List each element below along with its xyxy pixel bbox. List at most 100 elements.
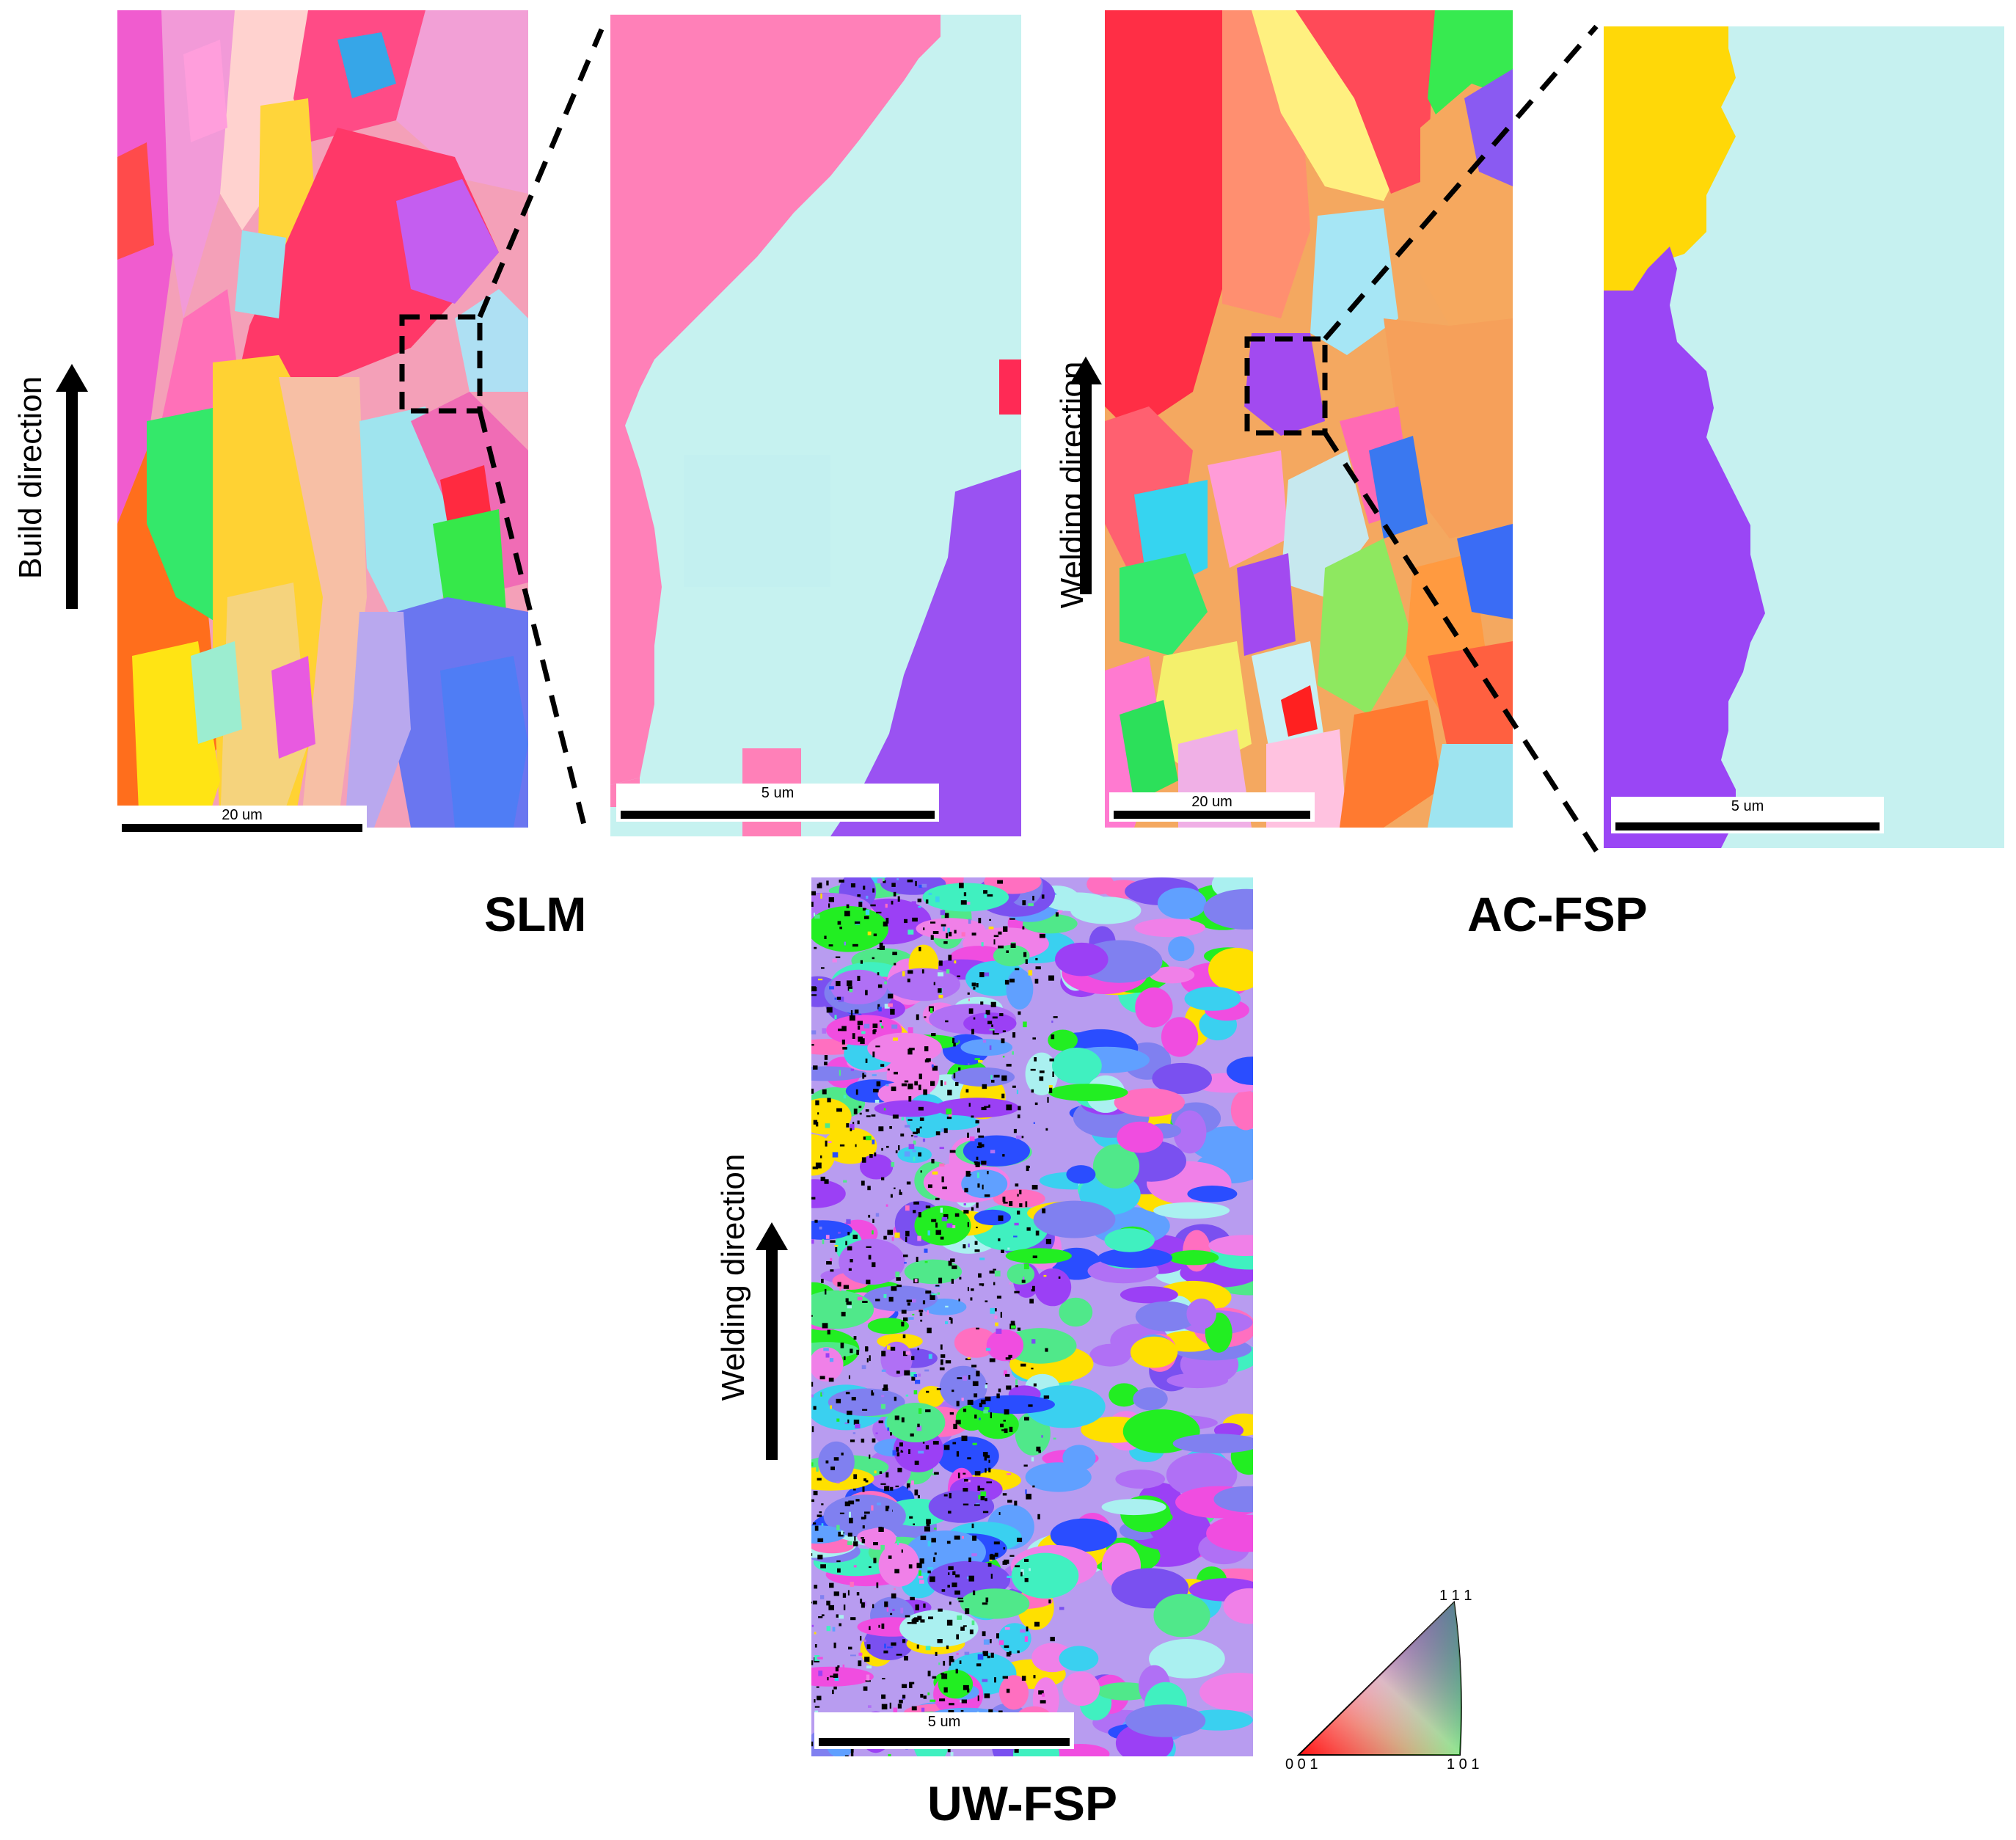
fine-grain-speck [968, 1375, 971, 1380]
fine-grain-speck [1019, 1189, 1022, 1194]
grain [867, 1032, 942, 1064]
fine-grain-speck [984, 1106, 989, 1108]
fine-grain-speck [854, 1010, 859, 1014]
fine-grain-speck [861, 1539, 866, 1544]
fine-grain-speck [1017, 1114, 1020, 1119]
fine-grain-speck [869, 1566, 872, 1569]
fine-grain-speck [976, 1663, 982, 1667]
fine-grain-speck [864, 1511, 870, 1514]
fine-grain-speck [968, 1244, 970, 1248]
fine-grain-speck [902, 1697, 905, 1700]
grain [1173, 1110, 1207, 1154]
fine-grain-speck [1021, 1279, 1026, 1283]
fine-grain-speck [1047, 1097, 1049, 1103]
fine-grain-speck [850, 1348, 853, 1354]
fine-grain-speck [860, 960, 863, 964]
fine-grain-speck [905, 1236, 907, 1242]
fine-grain-speck [841, 1530, 844, 1535]
fine-grain-speck [983, 1639, 990, 1645]
fine-grain-speck [846, 1301, 852, 1305]
fine-grain-speck [984, 1407, 990, 1411]
fine-grain-speck [893, 1707, 898, 1712]
fine-grain-speck [1018, 1106, 1021, 1111]
grain [1153, 1202, 1230, 1219]
fine-grain-speck [877, 948, 880, 950]
fine-grain-speck [1031, 1339, 1036, 1344]
fine-grain-speck [874, 1470, 877, 1474]
grain [886, 1403, 946, 1442]
fine-grain-speck [861, 1438, 865, 1443]
fine-grain-speck [1009, 978, 1015, 983]
uw-fsp-direction-arrow-icon [766, 1247, 778, 1460]
fine-grain-speck [934, 1472, 939, 1475]
grain [1117, 1121, 1164, 1153]
fine-grain-speck [918, 1373, 921, 1377]
fine-grain-speck [844, 1501, 850, 1507]
fine-grain-speck [847, 980, 852, 987]
fine-grain-speck [1015, 1385, 1018, 1387]
fine-grain-speck [899, 1442, 903, 1447]
fine-grain-speck [999, 1013, 1004, 1017]
fine-grain-speck [887, 1646, 893, 1649]
scale-bar-line [1114, 811, 1310, 819]
fine-grain-speck [817, 1555, 823, 1560]
fine-grain-speck [1041, 1435, 1043, 1438]
fine-grain-speck [971, 1523, 974, 1528]
fine-grain-speck [855, 1089, 858, 1095]
fine-grain-speck [987, 1655, 990, 1659]
grain [1005, 1248, 1072, 1264]
fine-grain-speck [861, 1537, 864, 1539]
grain [974, 1209, 1011, 1226]
fine-grain-speck [830, 1405, 832, 1409]
fine-grain-speck [1028, 903, 1034, 907]
fine-grain-speck [814, 1655, 820, 1661]
fine-grain-speck [878, 1007, 882, 1012]
fine-grain-speck [993, 1541, 1000, 1545]
fine-grain-speck [814, 1126, 820, 1131]
fine-grain-speck [899, 1189, 901, 1195]
fine-grain-speck [985, 1498, 987, 1502]
scale-bar-label: 5 um [1731, 798, 1764, 814]
fine-grain-speck [822, 1089, 827, 1095]
fine-grain-speck [820, 1564, 826, 1569]
fine-grain-speck [819, 1376, 825, 1380]
grain [863, 1285, 938, 1312]
fine-grain-speck [986, 1481, 992, 1483]
fine-grain-speck [991, 1079, 995, 1083]
fine-grain-speck [1020, 1363, 1026, 1367]
grain [961, 1169, 1008, 1199]
fine-grain-speck [853, 1336, 857, 1340]
fine-grain-speck [901, 1417, 905, 1423]
fine-grain-speck [1015, 968, 1020, 971]
fine-grain-speck [880, 880, 886, 883]
fine-grain-speck [885, 1472, 889, 1478]
fine-grain-speck [883, 1650, 888, 1654]
fine-grain-speck [852, 1122, 855, 1126]
fine-grain-speck [985, 1597, 989, 1603]
fine-grain-speck [855, 1499, 860, 1502]
fine-grain-speck [881, 1395, 885, 1398]
fine-grain-speck [967, 1357, 971, 1359]
fine-grain-speck [902, 1694, 906, 1699]
fine-grain-speck [907, 970, 913, 974]
fine-grain-speck [935, 1222, 938, 1228]
fine-grain-speck [890, 1009, 895, 1015]
fine-grain-speck [941, 1128, 945, 1132]
fine-grain-speck [1000, 1423, 1004, 1428]
fine-grain-speck [1031, 1457, 1034, 1461]
grain [1062, 1671, 1100, 1706]
fine-grain-speck [967, 1222, 969, 1227]
fine-grain-speck [1015, 1183, 1019, 1187]
fine-grain-speck [931, 1538, 936, 1543]
fine-grain-speck [836, 1418, 840, 1422]
fine-grain-speck [965, 1358, 971, 1360]
fine-grain-speck [926, 1519, 931, 1525]
fine-grain-speck [896, 1285, 902, 1288]
fine-grain-speck [943, 1660, 946, 1666]
fine-grain-speck [968, 1557, 971, 1563]
grain [811, 906, 888, 952]
fine-grain-speck [1039, 933, 1045, 938]
fine-grain-speck [847, 1232, 850, 1235]
fine-grain-speck [838, 1231, 841, 1234]
fine-grain-speck [1055, 912, 1059, 917]
